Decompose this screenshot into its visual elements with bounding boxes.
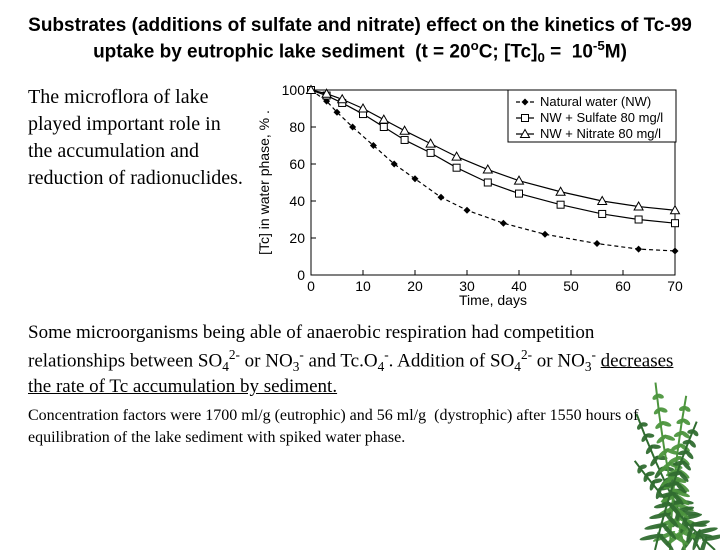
svg-text:70: 70 <box>667 278 683 294</box>
svg-text:[Tc] in water phase, % .: [Tc] in water phase, % . <box>256 111 272 256</box>
concentration-note: Concentration factors were 1700 ml/g (eu… <box>28 405 692 448</box>
svg-text:NW + Sulfate 80 mg/l: NW + Sulfate 80 mg/l <box>540 110 663 125</box>
svg-text:20: 20 <box>289 230 305 246</box>
left-paragraph: The microflora of lake played important … <box>28 84 243 309</box>
svg-text:80: 80 <box>289 119 305 135</box>
chart-area: 010203040506070020406080100Time, days[Tc… <box>253 84 692 309</box>
slide-title: Substrates (additions of sulfate and nit… <box>28 14 692 66</box>
svg-text:60: 60 <box>289 156 305 172</box>
svg-text:0: 0 <box>297 267 305 283</box>
svg-text:60: 60 <box>615 278 631 294</box>
svg-text:40: 40 <box>289 193 305 209</box>
svg-text:50: 50 <box>563 278 579 294</box>
bottom-paragraph: Some microorganisms being able of anaero… <box>28 321 692 399</box>
svg-text:0: 0 <box>307 278 315 294</box>
tc-uptake-chart: 010203040506070020406080100Time, days[Tc… <box>253 84 683 309</box>
svg-text:20: 20 <box>407 278 423 294</box>
svg-text:10: 10 <box>355 278 371 294</box>
svg-text:Natural water (NW): Natural water (NW) <box>540 94 651 109</box>
svg-text:100: 100 <box>282 84 306 98</box>
svg-text:NW + Nitrate 80 mg/l: NW + Nitrate 80 mg/l <box>540 126 661 141</box>
svg-text:Time, days: Time, days <box>459 292 527 308</box>
